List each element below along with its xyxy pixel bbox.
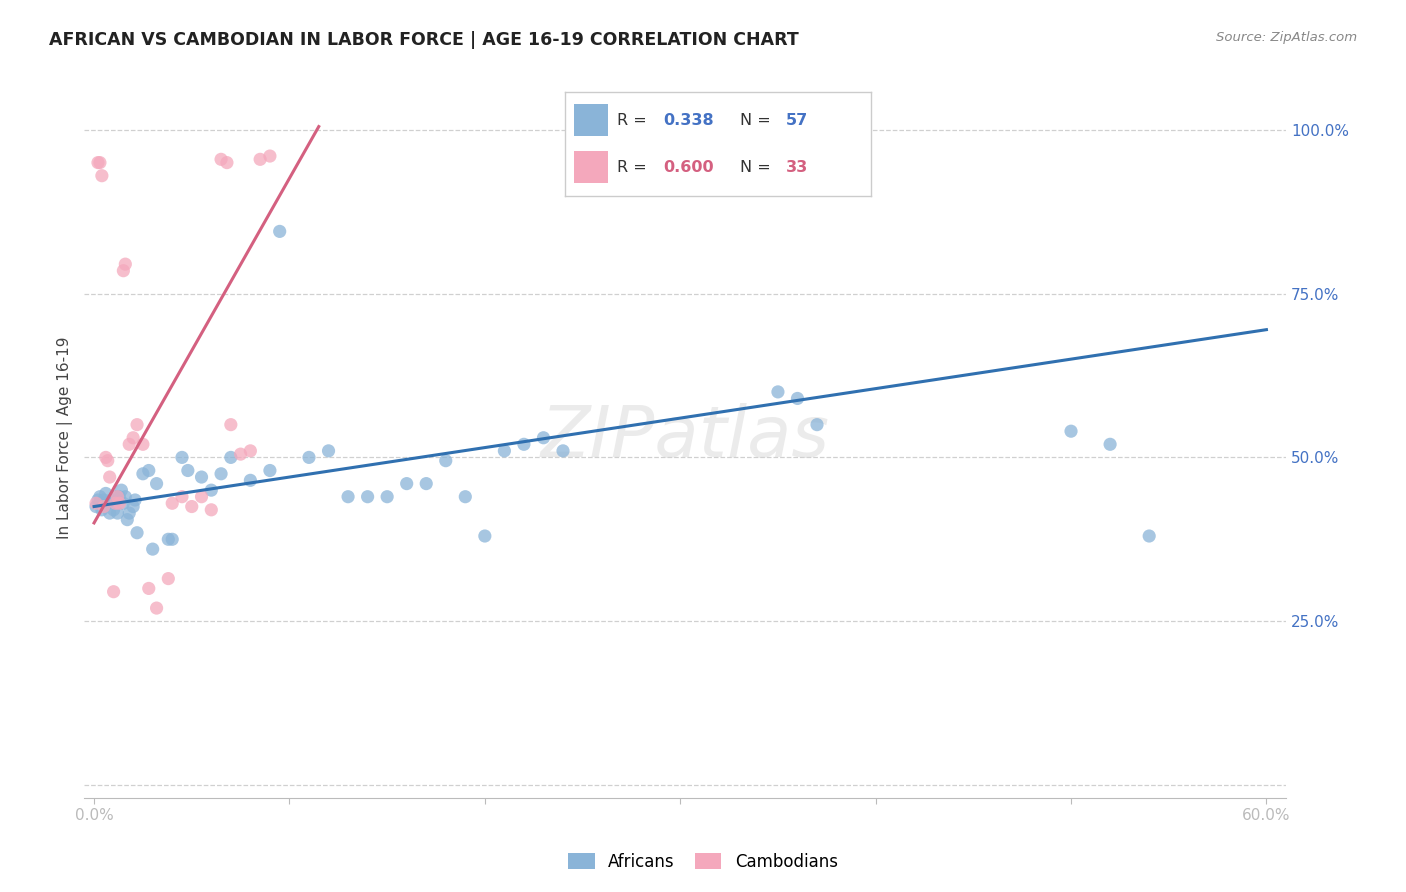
Point [132,437,155,451]
Point [125,417,148,432]
Point [786,392,808,406]
Point [395,476,418,491]
Point [89,490,111,504]
Point [145,476,167,491]
Point [84,500,107,514]
Point [200,503,222,517]
Point [434,453,457,467]
Point [209,153,232,167]
Point [337,490,360,504]
Point [87,493,110,508]
Point [125,525,148,540]
Point [122,500,145,514]
Point [259,463,281,477]
Point [1060,424,1083,438]
Point [180,500,202,514]
Point [124,493,146,508]
Point [259,149,281,163]
Point [104,496,127,510]
Point [533,431,555,445]
Point [454,490,477,504]
Point [249,153,271,167]
Point [494,443,516,458]
Point [229,447,252,461]
Point [107,506,129,520]
Point [1099,437,1122,451]
Point [138,582,160,596]
Point [474,529,496,543]
Point [112,263,135,277]
Point [138,463,160,477]
Point [145,601,167,615]
Point [108,490,131,504]
Point [551,443,574,458]
Point [87,155,110,169]
Y-axis label: In Labor Force | Age 16-19: In Labor Force | Age 16-19 [58,336,73,539]
Point [160,533,183,547]
Point [1137,529,1160,543]
Point [89,496,111,510]
Point [117,513,139,527]
Point [107,490,129,504]
Point [356,490,378,504]
Text: AFRICAN VS CAMBODIAN IN LABOR FORCE | AGE 16-19 CORRELATION CHART: AFRICAN VS CAMBODIAN IN LABOR FORCE | AG… [49,31,799,49]
Point [98,470,121,484]
Point [98,506,121,520]
Point [269,224,291,238]
Point [108,496,131,510]
Legend: Africans, Cambodians: Africans, Cambodians [560,845,846,880]
Point [84,496,107,510]
Point [215,155,238,169]
Point [157,533,180,547]
Point [122,431,145,445]
Point [100,493,122,508]
Point [90,169,112,183]
Point [114,257,136,271]
Point [209,467,232,481]
Point [93,500,115,514]
Point [170,490,193,504]
Point [89,155,111,169]
Point [103,503,125,517]
Point [298,450,321,465]
Point [118,437,141,451]
Point [375,490,398,504]
Text: Source: ZipAtlas.com: Source: ZipAtlas.com [1216,31,1357,45]
Point [90,503,112,517]
Point [104,490,127,504]
Point [132,467,155,481]
Text: ZIPatlas: ZIPatlas [541,403,830,472]
Point [415,476,437,491]
Point [97,496,120,510]
Point [114,490,136,504]
Point [160,496,183,510]
Point [97,453,120,467]
Point [177,463,200,477]
Point [190,490,212,504]
Point [766,384,789,399]
Point [93,493,115,508]
Point [513,437,536,451]
Point [239,473,262,487]
Point [94,450,117,465]
Point [170,450,193,465]
Point [94,486,117,500]
Point [239,443,262,458]
Point [219,450,242,465]
Point [157,572,180,586]
Point [190,470,212,484]
Point [219,417,242,432]
Point [806,417,828,432]
Point [142,542,165,557]
Point [112,496,135,510]
Point [103,584,125,599]
Point [110,483,132,498]
Point [318,443,340,458]
Point [118,506,141,520]
Point [200,483,222,498]
